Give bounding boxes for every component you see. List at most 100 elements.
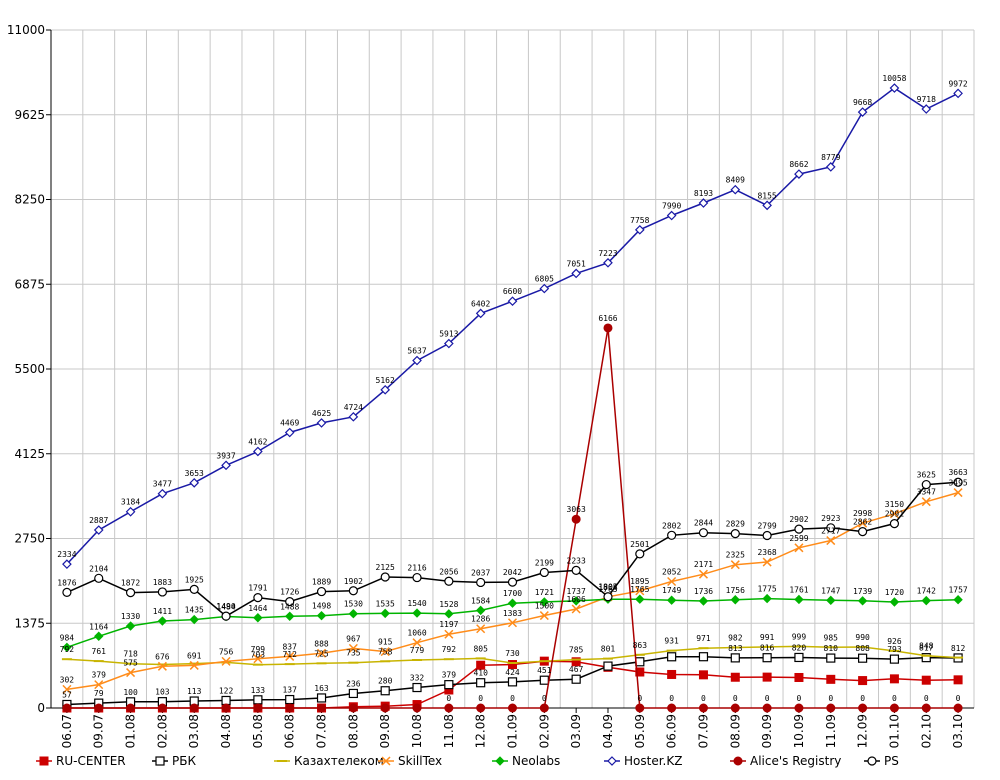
data-label-hoster-kz: 9972 [948,79,967,88]
data-label-казахтелеком: 761 [92,647,107,656]
x-tick-label: 02.08 [155,714,169,748]
data-label-hoster-kz: 2887 [89,516,108,525]
data-label-казахтелеком: 990 [855,633,870,642]
data-point-alice-s-registry [317,703,327,713]
data-point-alice-s-registry [635,703,645,713]
data-point-ps [444,576,454,586]
data-label-казахтелеком: 785 [569,646,584,655]
data-label-skilltex: 1060 [407,629,426,638]
data-label-ps: 2199 [535,558,554,567]
data-label-skilltex: 676 [155,652,170,661]
data-label-skilltex: 302 [60,675,75,684]
data-label-alice-s-registry: 0 [701,694,706,703]
data-label-alice-s-registry: 0 [828,694,833,703]
data-label-skilltex: 2171 [694,560,713,569]
data-label-рбк: 113 [187,687,202,696]
data-label-neolabs: 1435 [185,606,204,615]
data-point-neolabs [539,597,550,607]
data-label-рбк: 424 [505,668,520,677]
data-label-skilltex: 379 [92,671,107,680]
data-point-skilltex [476,624,486,634]
data-label-казахтелеком: 712 [282,650,297,659]
data-label-казахтелеком: 792 [60,645,75,654]
data-point-alice-s-registry [889,703,899,713]
data-label-skilltex: 799 [251,645,266,654]
data-point-skilltex [539,611,549,621]
data-label-рбк: 820 [792,643,807,652]
data-point-skilltex [921,497,931,507]
data-label-рбк: 379 [442,671,457,680]
data-point-рбк [285,694,295,705]
x-axis-ticks: 06.07 09.07 01.08 02.08 03.08 04.08 05.08 06.08… [60,714,965,748]
series-hoster-kz [62,83,963,569]
legend-label-skilltex: SkillTex [398,754,442,768]
data-label-skilltex: 756 [219,647,234,656]
data-point-skilltex [157,661,167,671]
data-point-alice-s-registry [285,703,295,713]
data-point-neolabs [571,596,581,606]
data-point-ps [889,519,900,529]
data-label-казахтелеком: 999 [792,632,807,641]
data-label-skilltex: 837 [282,642,297,651]
data-label-hoster-kz: 3184 [121,498,140,507]
x-tick-label: 03.09 [569,714,583,748]
data-label-skilltex: 2717 [821,527,840,536]
data-point-neolabs [762,593,772,604]
data-point-рбк [412,682,422,693]
data-label-hoster-kz: 4469 [280,419,299,428]
data-point-ps [476,577,486,588]
data-point-neolabs [380,608,390,619]
data-point-рбк [253,695,263,705]
y-tick-label: 8250 [14,193,45,207]
data-label-skilltex: 575 [123,659,138,668]
data-point-neolabs [348,608,359,619]
legend-label-рбк: РБК [172,754,196,768]
data-point-рбк [698,652,709,662]
data-label-казахтелеком: 926 [887,637,902,646]
data-point-alice-s-registry [62,703,72,713]
data-point-hoster-kz [825,162,836,172]
data-point-skilltex [953,488,963,498]
data-point-neolabs [921,595,931,606]
data-label-ps: 2923 [821,514,840,523]
x-tick-label: 09.07 [92,714,106,748]
data-label-neolabs: 1747 [821,586,840,595]
data-point-alice-s-registry [667,703,677,713]
data-label-рбк: 100 [123,688,138,697]
data-label-neolabs: 1720 [885,588,904,597]
data-point-рбк [380,686,390,696]
data-point-skilltex [126,668,136,678]
data-label-казахтелеком: 735 [346,649,361,658]
data-label-neolabs: 1535 [376,599,395,608]
data-point-ps [157,587,167,597]
data-label-казахтелеком: 848 [919,642,934,651]
data-label-neolabs: 1498 [312,602,331,611]
data-label-ps: 1883 [153,578,172,587]
data-label-ps: 1925 [185,575,204,584]
data-label-skilltex: 1197 [439,620,458,629]
series-alice-s-registry [62,323,963,713]
x-tick-label: 06.09 [665,714,679,748]
data-point-neolabs [62,642,72,653]
x-tick-label: 02.10 [919,714,933,748]
data-label-ps: 1876 [57,578,76,587]
data-label-skilltex: 967 [346,634,361,643]
legend: RU-CENTER РБК Казахтелеком SkillTex Neolabs H… [36,754,899,768]
data-label-ps: 3663 [948,468,967,477]
data-labels: 57 79 100 103 113 122 133 137 163 236 280 332 379 410… [57,74,968,703]
data-label-skilltex: 691 [187,651,202,660]
data-point-neolabs [794,594,804,605]
data-label-neolabs: 1737 [567,587,586,596]
data-label-neolabs: 1721 [535,588,554,597]
legend-item-казахтелеком: Казахтелеком [274,754,384,768]
data-point-ru-center [476,660,486,670]
x-tick-label: 08.08 [346,714,360,748]
data-label-alice-s-registry: 0 [924,694,929,703]
data-label-alice-s-registry: 0 [542,694,547,703]
data-point-ru-center [794,672,804,682]
data-point-ps [62,587,72,597]
data-point-ps [571,565,581,575]
data-point-neolabs [444,609,454,619]
data-label-skilltex: 1500 [535,602,554,611]
